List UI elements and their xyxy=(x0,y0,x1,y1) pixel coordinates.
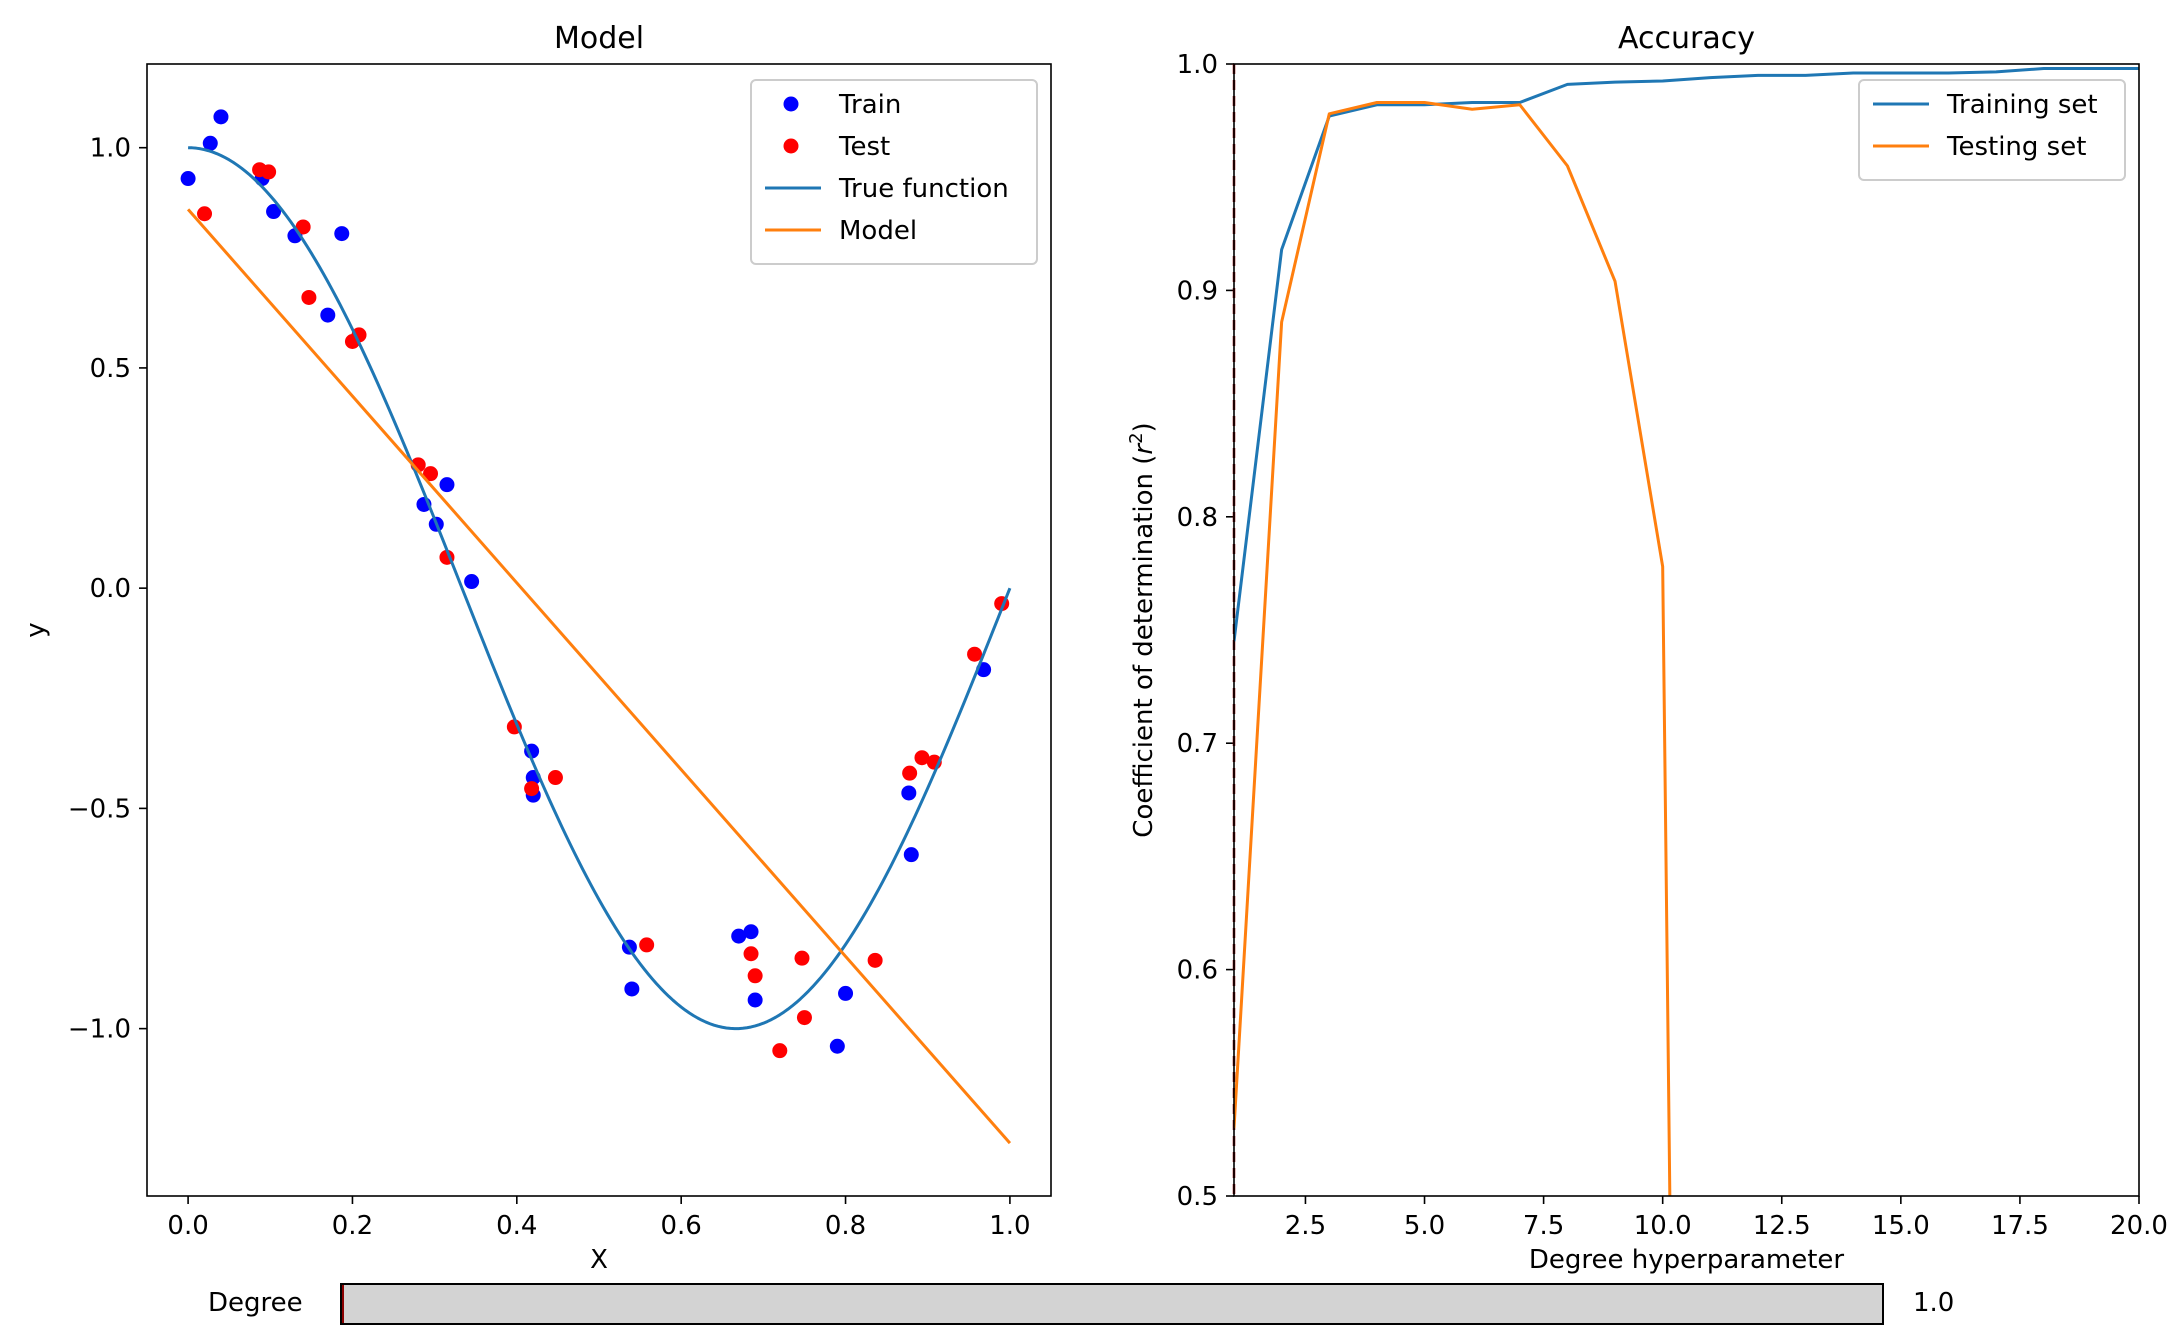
y-axis-label-part: ) xyxy=(1129,422,1159,432)
y-axis-label-part: 2 xyxy=(1126,432,1147,443)
chart-title: Model xyxy=(554,21,644,56)
legend-label: Train xyxy=(838,90,901,120)
x-tick-label: 2.5 xyxy=(1285,1211,1326,1241)
legend-label: Model xyxy=(839,216,917,246)
figure: 0.0 0.2 0.4 0.6 0.8 1.0 1.0 0.5 0.0 −0.5 −1.0 Model… xyxy=(21,21,2168,1275)
x-tick-label: 0.2 xyxy=(332,1211,373,1241)
train-point xyxy=(464,574,480,590)
y-tick-label: 0.9 xyxy=(1177,276,1218,306)
y-tick-label: 0.5 xyxy=(1177,1182,1218,1212)
x-tick-label: 7.5 xyxy=(1523,1211,1564,1241)
y-axis-label: Coefficient of determination (r2) xyxy=(1126,422,1160,837)
test-point xyxy=(524,781,540,797)
y-tick-label: 0.7 xyxy=(1177,729,1218,759)
y-axis-label-part: r xyxy=(1129,442,1159,455)
chart-title: Accuracy xyxy=(1618,21,1755,56)
y-axis-label-part: Coefficient of determination ( xyxy=(1129,455,1159,838)
train-point xyxy=(202,135,218,151)
y-tick-label: 0.6 xyxy=(1177,956,1218,986)
legend-box xyxy=(750,79,1038,265)
y-tick-label: −0.5 xyxy=(68,794,131,824)
train-point xyxy=(903,847,919,863)
x-tick-label: 1.0 xyxy=(989,1211,1030,1241)
test-point xyxy=(867,952,883,968)
train-point xyxy=(180,171,196,187)
x-tick-label: 0.6 xyxy=(661,1211,702,1241)
test-point xyxy=(772,1043,788,1059)
test-point xyxy=(547,770,563,786)
test-point xyxy=(794,950,810,966)
test-point xyxy=(902,765,918,781)
axes-frame xyxy=(1233,63,2140,1197)
train-point xyxy=(901,785,917,801)
x-axis-label: Degree hyperparameter xyxy=(1529,1245,1845,1275)
train-point xyxy=(747,992,763,1008)
train-point xyxy=(743,924,759,940)
test-point xyxy=(914,750,930,766)
x-tick-label: 12.5 xyxy=(1753,1211,1811,1241)
y-tick-label: 0.0 xyxy=(90,574,131,604)
train-point xyxy=(829,1038,845,1054)
train-point xyxy=(334,226,350,242)
degree-slider-handle[interactable] xyxy=(342,1285,344,1323)
y-tick-label: 0.5 xyxy=(90,354,131,384)
test-point xyxy=(423,466,439,482)
y-tick-label: 0.8 xyxy=(1177,503,1218,533)
legend-label: True function xyxy=(838,174,1009,204)
legend-marker-test xyxy=(783,138,799,154)
degree-slider-value: 1.0 xyxy=(1913,1288,1955,1318)
train-point xyxy=(439,477,455,493)
accuracy-chart: 2.5 5.0 7.5 10.0 12.5 15.0 17.5 20.0 0.5 0.6 0.7 0.… xyxy=(1126,21,2168,1275)
x-tick-label: 0.4 xyxy=(496,1211,537,1241)
test-point xyxy=(743,946,759,962)
train-point xyxy=(320,307,336,323)
test-point xyxy=(261,164,277,180)
y-tick-label: 1.0 xyxy=(90,134,131,164)
train-point xyxy=(731,928,747,944)
test-point xyxy=(295,219,311,235)
legend-label: Training set xyxy=(1946,90,2098,120)
test-point xyxy=(351,327,367,343)
model-chart: 0.0 0.2 0.4 0.6 0.8 1.0 1.0 0.5 0.0 −0.5 −1.0 Model… xyxy=(21,21,1052,1275)
train-point xyxy=(213,109,229,125)
degree-slider-label: Degree xyxy=(208,1288,303,1318)
y-tick-label: 1.0 xyxy=(1177,50,1218,80)
degree-slider[interactable] xyxy=(340,1283,1884,1325)
test-point xyxy=(301,289,317,305)
x-tick-label: 17.5 xyxy=(1991,1211,2049,1241)
test-point xyxy=(796,1010,812,1026)
legend-label: Testing set xyxy=(1946,132,2086,162)
x-tick-label: 0.8 xyxy=(825,1211,866,1241)
y-tick-label: −1.0 xyxy=(68,1015,131,1045)
x-tick-label: 15.0 xyxy=(1872,1211,1930,1241)
train-point xyxy=(266,204,282,220)
x-tick-label: 20.0 xyxy=(2110,1211,2168,1241)
test-point xyxy=(639,937,655,953)
plot-area xyxy=(180,109,1010,1059)
train-point xyxy=(624,981,640,997)
legend-label: Test xyxy=(838,132,890,162)
x-axis-label: X xyxy=(590,1245,608,1275)
x-tick-label: 0.0 xyxy=(167,1211,208,1241)
x-tick-label: 5.0 xyxy=(1404,1211,1445,1241)
train-point xyxy=(838,985,854,1001)
testing-set-line xyxy=(1234,100,1672,1196)
training-set-line xyxy=(1234,67,2139,642)
test-point xyxy=(197,206,213,222)
legend-marker-train xyxy=(783,96,799,112)
true-function-line xyxy=(188,146,1012,1031)
axes-frame xyxy=(146,63,1052,1197)
y-axis-label: y xyxy=(21,622,51,637)
test-point xyxy=(967,646,983,662)
test-point xyxy=(747,968,763,984)
model-line xyxy=(186,208,1012,1145)
x-tick-label: 10.0 xyxy=(1634,1211,1692,1241)
